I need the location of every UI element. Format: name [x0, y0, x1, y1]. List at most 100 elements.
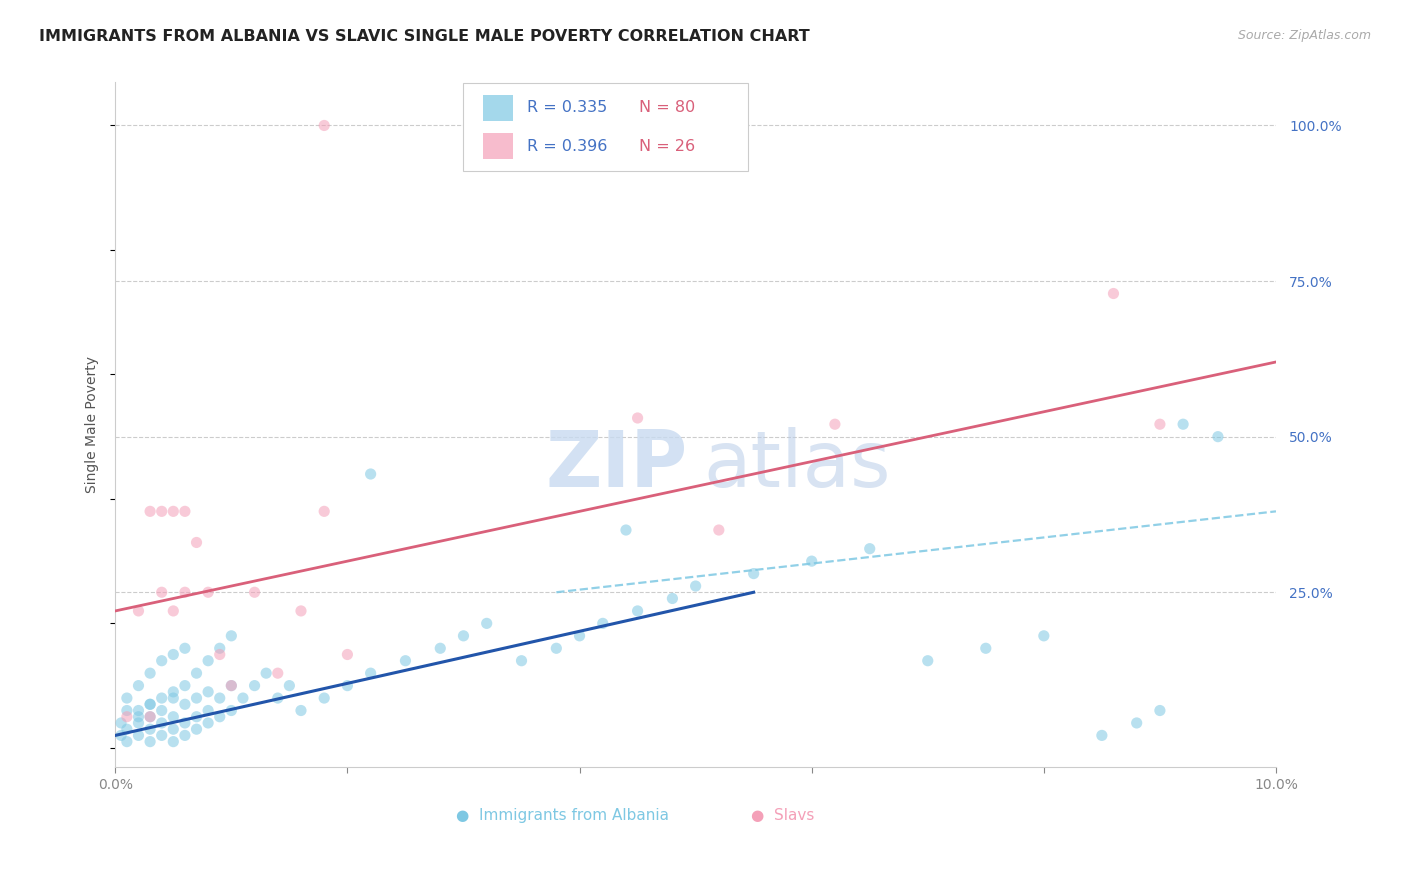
- Point: [127, 715, 149, 730]
- Point: [208, 648, 231, 662]
- Point: [186, 666, 208, 681]
- Point: [859, 541, 882, 556]
- Point: [162, 734, 184, 748]
- Point: [360, 666, 382, 681]
- Point: [174, 679, 197, 693]
- Point: [221, 704, 243, 718]
- Point: [824, 417, 846, 432]
- Point: [150, 585, 173, 599]
- Point: [314, 691, 336, 706]
- Point: [162, 710, 184, 724]
- Point: [127, 604, 149, 618]
- Point: [510, 654, 533, 668]
- Point: [278, 679, 301, 693]
- Point: [974, 641, 997, 656]
- Point: [115, 704, 138, 718]
- Text: N = 26: N = 26: [638, 139, 695, 154]
- Text: Source: ZipAtlas.com: Source: ZipAtlas.com: [1237, 29, 1371, 42]
- FancyBboxPatch shape: [484, 95, 513, 120]
- Point: [221, 629, 243, 643]
- Point: [1149, 417, 1171, 432]
- Point: [208, 641, 231, 656]
- Text: ●  Immigrants from Albania: ● Immigrants from Albania: [456, 808, 669, 823]
- Text: ZIP: ZIP: [546, 427, 688, 503]
- Point: [614, 523, 637, 537]
- Point: [174, 715, 197, 730]
- Point: [150, 728, 173, 742]
- Point: [221, 679, 243, 693]
- Point: [139, 734, 162, 748]
- Point: [197, 715, 219, 730]
- Point: [360, 467, 382, 481]
- Point: [162, 691, 184, 706]
- Point: [546, 641, 568, 656]
- Point: [174, 698, 197, 712]
- Point: [800, 554, 823, 568]
- Point: [174, 504, 197, 518]
- Point: [110, 728, 132, 742]
- Point: [139, 504, 162, 518]
- Text: ●  Slavs: ● Slavs: [751, 808, 814, 823]
- Point: [314, 119, 336, 133]
- Point: [150, 504, 173, 518]
- Point: [336, 648, 359, 662]
- Text: R = 0.396: R = 0.396: [527, 139, 607, 154]
- Point: [127, 728, 149, 742]
- Point: [186, 691, 208, 706]
- Point: [110, 715, 132, 730]
- Point: [208, 710, 231, 724]
- Point: [267, 691, 290, 706]
- Point: [162, 504, 184, 518]
- Point: [139, 698, 162, 712]
- Point: [150, 715, 173, 730]
- Point: [475, 119, 498, 133]
- Point: [186, 710, 208, 724]
- Point: [1149, 704, 1171, 718]
- Point: [162, 722, 184, 736]
- Point: [1102, 286, 1125, 301]
- Point: [174, 641, 197, 656]
- FancyBboxPatch shape: [464, 83, 748, 171]
- Point: [174, 728, 197, 742]
- Point: [568, 629, 591, 643]
- Point: [162, 648, 184, 662]
- Point: [243, 585, 266, 599]
- Point: [162, 685, 184, 699]
- FancyBboxPatch shape: [484, 134, 513, 160]
- Point: [742, 566, 765, 581]
- Point: [626, 604, 648, 618]
- Point: [267, 666, 290, 681]
- Point: [917, 654, 939, 668]
- Point: [186, 535, 208, 549]
- Point: [1206, 430, 1229, 444]
- Point: [162, 604, 184, 618]
- Point: [232, 691, 254, 706]
- Text: N = 80: N = 80: [638, 100, 695, 115]
- Point: [592, 616, 614, 631]
- Point: [626, 411, 648, 425]
- Point: [707, 523, 730, 537]
- Point: [139, 666, 162, 681]
- Point: [197, 704, 219, 718]
- Point: [139, 710, 162, 724]
- Point: [221, 679, 243, 693]
- Point: [1171, 417, 1194, 432]
- Point: [115, 722, 138, 736]
- Point: [290, 604, 312, 618]
- Point: [127, 679, 149, 693]
- Point: [1091, 728, 1114, 742]
- Point: [127, 704, 149, 718]
- Point: [139, 722, 162, 736]
- Point: [115, 691, 138, 706]
- Point: [127, 710, 149, 724]
- Point: [150, 654, 173, 668]
- Point: [661, 591, 683, 606]
- Point: [115, 710, 138, 724]
- Point: [243, 679, 266, 693]
- Point: [290, 704, 312, 718]
- Point: [150, 704, 173, 718]
- Point: [139, 698, 162, 712]
- Point: [336, 679, 359, 693]
- Point: [1125, 715, 1147, 730]
- Point: [174, 585, 197, 599]
